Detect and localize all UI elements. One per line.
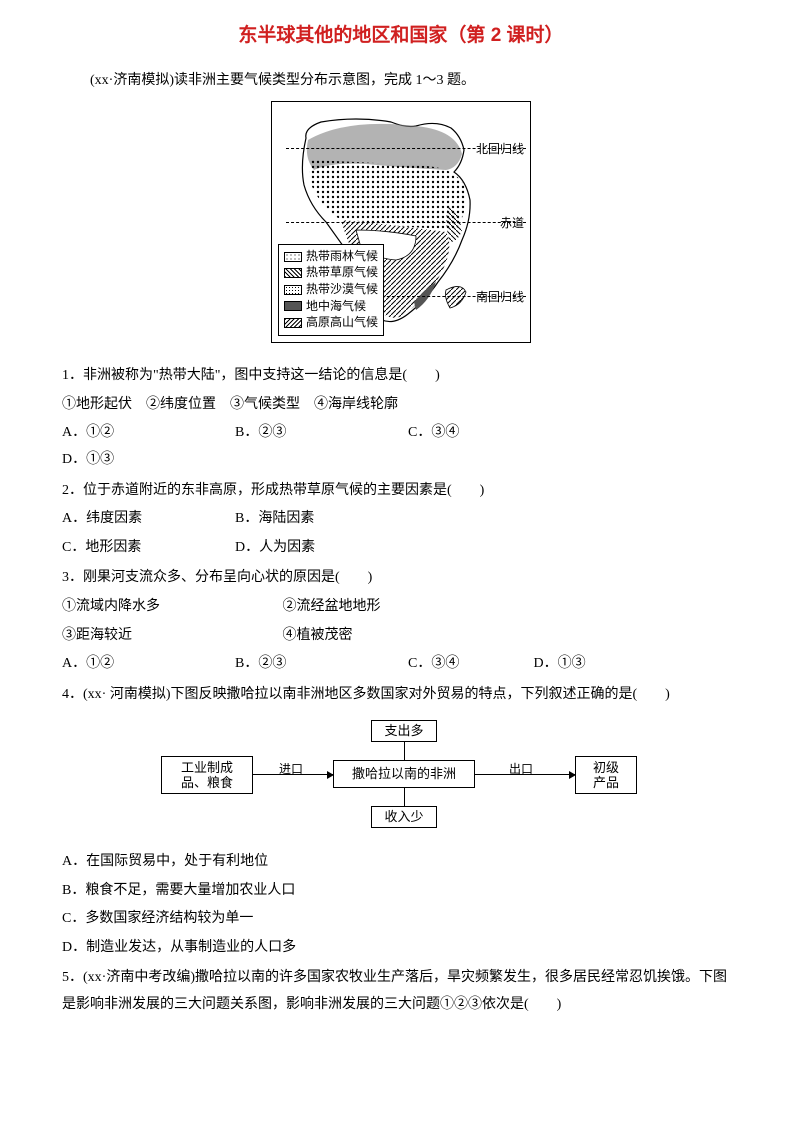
q2-opt-a: A．纬度因素 xyxy=(62,506,232,533)
q4-opt-c: C．多数国家经济结构较为单一 xyxy=(62,906,740,933)
diag-box-right: 初级产品 xyxy=(575,756,637,794)
q2-opt-c: C．地形因素 xyxy=(62,535,232,562)
diag-box-bottom: 收入少 xyxy=(371,806,437,828)
q1-options: A．①② B．②③ C．③④ D．①③ xyxy=(62,420,740,473)
legend-item: 热带沙漠气候 xyxy=(284,282,378,298)
q3-circ-4: ④植被茂密 xyxy=(282,628,352,643)
legend-item: 热带雨林气候 xyxy=(284,249,378,265)
legend-text: 热带沙漠气候 xyxy=(306,282,378,298)
label-export: 出口 xyxy=(509,758,533,781)
q3-options: A．①② B．②③ C．③④ D．①③ xyxy=(62,651,740,678)
q1-opt-b: B．②③ xyxy=(235,420,405,447)
legend-text: 高原高山气候 xyxy=(306,315,378,331)
legend-text: 热带草原气候 xyxy=(306,265,378,281)
legend-text: 热带雨林气候 xyxy=(306,249,378,265)
diag-box-top: 支出多 xyxy=(371,720,437,742)
q3-opt-a: A．①② xyxy=(62,651,232,678)
legend-swatch xyxy=(284,301,302,311)
q3-opt-d: D．①③ xyxy=(534,651,586,678)
diag-box-left: 工业制成品、粮食 xyxy=(161,756,253,794)
q3-circ-2: ②流经盆地地形 xyxy=(282,599,380,614)
page-title: 东半球其他的地区和国家（第 2 课时） xyxy=(238,25,563,46)
legend-swatch xyxy=(284,285,302,295)
q4-diagram: 工业制成品、粮食 撒哈拉以南的非洲 初级产品 支出多 收入少 进口 出口 xyxy=(62,720,740,839)
legend-item: 高原高山气候 xyxy=(284,315,378,331)
q3-circled-row1: ①流域内降水多 ②流经盆地地形 xyxy=(62,594,740,621)
q2-stem: 2．位于赤道附近的东非高原，形成热带草原气候的主要因素是( ) xyxy=(62,478,740,505)
q4-opt-b: B．粮食不足，需要大量增加农业人口 xyxy=(62,878,740,905)
q2-options-row2: C．地形因素 D．人为因素 xyxy=(62,535,740,562)
africa-map-figure: 北回归线 赤道 南回归线 热带雨林气候 热带草原气候 热带沙漠气候 地中海气候 … xyxy=(62,101,740,354)
map-label-equator: 赤道 xyxy=(500,212,524,235)
map-label-tropic-n: 北回归线 xyxy=(476,138,524,161)
legend-item: 地中海气候 xyxy=(284,299,378,315)
q2-options-row1: A．纬度因素 B．海陆因素 xyxy=(62,506,740,533)
q3-opt-b: B．②③ xyxy=(235,651,405,678)
q1-opt-c: C．③④ xyxy=(408,420,578,447)
map-legend: 热带雨林气候 热带草原气候 热带沙漠气候 地中海气候 高原高山气候 xyxy=(278,244,384,336)
q3-circled-row2: ③距海较近 ④植被茂密 xyxy=(62,623,740,650)
conn-bottom xyxy=(404,788,405,806)
intro-text: (xx·济南模拟)读非洲主要气候类型分布示意图，完成 1～3 题。 xyxy=(62,68,740,95)
legend-item: 热带草原气候 xyxy=(284,265,378,281)
q1-stem: 1．非洲被称为"热带大陆"，图中支持这一结论的信息是( ) xyxy=(62,363,740,390)
legend-swatch xyxy=(284,252,302,262)
q1-opt-a: A．①② xyxy=(62,420,232,447)
q4-opt-d: D．制造业发达，从事制造业的人口多 xyxy=(62,935,740,962)
q3-circ-1: ①流域内降水多 xyxy=(62,594,279,621)
q4-opt-a: A．在国际贸易中，处于有利地位 xyxy=(62,849,740,876)
map-label-tropic-s: 南回归线 xyxy=(476,286,524,309)
legend-swatch xyxy=(284,318,302,328)
q1-circled: ①地形起伏 ②纬度位置 ③气候类型 ④海岸线轮廓 xyxy=(62,392,740,419)
q3-stem: 3．刚果河支流众多、分布呈向心状的原因是( ) xyxy=(62,565,740,592)
conn-top xyxy=(404,742,405,760)
q3-circ-3: ③距海较近 xyxy=(62,623,279,650)
legend-text: 地中海气候 xyxy=(306,299,366,315)
label-import: 进口 xyxy=(279,758,303,781)
q1-opt-d: D．①③ xyxy=(62,447,232,474)
q5-stem: 5．(xx·济南中考改编)撒哈拉以南的许多国家农牧业生产落后，旱灾频繁发生，很多… xyxy=(62,965,740,1018)
diag-box-center: 撒哈拉以南的非洲 xyxy=(333,760,475,788)
q4-stem: 4．(xx· 河南模拟)下图反映撒哈拉以南非洲地区多数国家对外贸易的特点，下列叙… xyxy=(62,682,740,709)
q3-opt-c: C．③④ xyxy=(408,651,530,678)
q2-opt-b: B．海陆因素 xyxy=(235,506,405,533)
legend-swatch xyxy=(284,268,302,278)
q2-opt-d: D．人为因素 xyxy=(235,535,405,562)
